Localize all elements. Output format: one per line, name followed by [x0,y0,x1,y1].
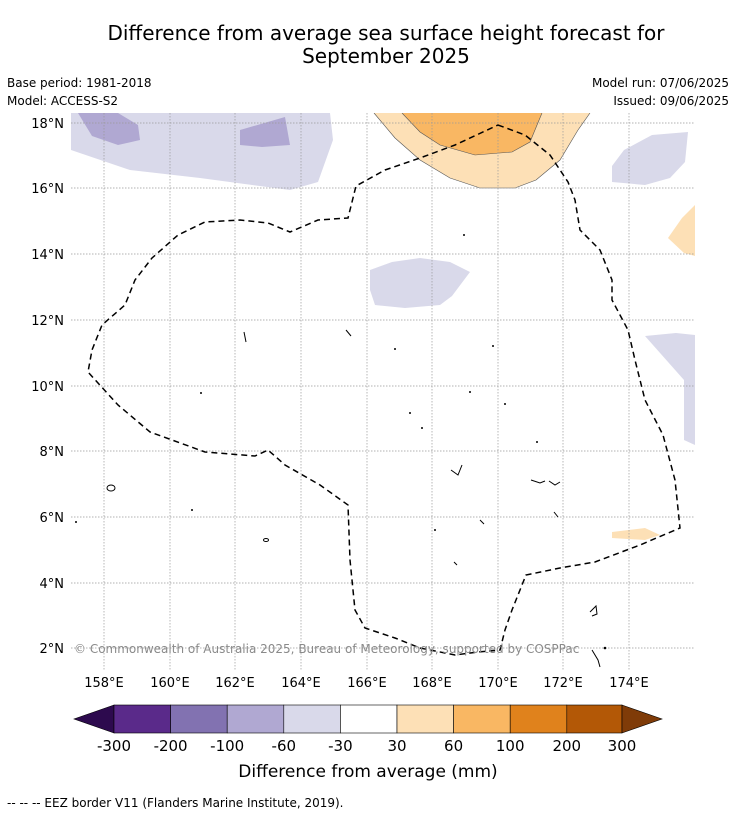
island-dot-3 [492,345,494,347]
map-title: Difference from average sea surface heig… [60,22,712,68]
lon-label-172: 172°E [543,676,583,691]
island-dot-6 [504,403,506,405]
island-l [453,561,458,566]
colorbar-seg-7 [453,704,511,734]
colorbar-seg-4 [283,704,341,734]
colorbar-seg-8 [509,704,568,734]
lat-label-4: 4°N [40,577,65,592]
lon-labels: 158°E 160°E 162°E 164°E 166°E 168°E 170°… [84,676,649,691]
cb-tick-5: 30 [387,737,406,755]
colorbar-ticks: -300 -200 -100 -60 -30 30 60 100 200 300 [97,737,636,755]
cb-tick-8: 200 [552,737,581,755]
colorbar-extend-high [621,704,663,734]
colorbar-seg-2 [170,704,228,734]
island-dot-2 [394,348,396,350]
island-i [345,329,352,337]
lon-label-168: 168°E [412,676,452,691]
cb-tick-4: -30 [328,737,353,755]
island-d [548,480,561,486]
island-dot-5 [469,391,471,393]
colorbar-segments [73,704,663,734]
island-f [589,604,598,617]
cb-tick-2: -100 [210,737,244,755]
cb-tick-1: -200 [154,737,188,755]
contour-neg-30-60-center [370,258,470,308]
copyright-text: © Commonwealth of Australia 2025, Bureau… [74,642,579,656]
lon-label-162: 162°E [215,676,255,691]
title-line-1: Difference from average sea surface heig… [107,21,665,45]
model-name: Model: ACCESS-S2 [7,94,119,108]
lat-label-8: 8°N [40,445,65,460]
cb-tick-3: -60 [272,737,297,755]
model-run: Model run: 07/06/2025 [591,76,729,90]
island-k [479,519,485,525]
contour-neg-60-100-a [78,113,140,145]
lon-label-158: 158°E [84,676,124,691]
island-dot-4 [200,392,202,394]
island-e [450,464,463,476]
contour-pos-60-100-north [402,113,542,155]
island-j [553,511,559,518]
eez-border [87,124,681,656]
lat-label-6: 6°N [40,511,65,526]
contour-layer [71,113,695,540]
island-dots [75,234,607,650]
island-dot-1 [463,234,465,236]
islands [106,329,601,668]
lat-label-16: 16°N [31,182,64,197]
cb-tick-0: -300 [97,737,131,755]
colorbar-seg-6 [396,704,454,734]
base-period: Base period: 1981-2018 [7,76,152,90]
eez-legend: -- -- -- EEZ border V11 (Flanders Marine… [7,796,344,810]
contour-neg-30-60-east [645,333,695,445]
lat-label-14: 14°N [31,248,64,263]
title-line-2: September 2025 [302,44,470,68]
outline-north-inner [401,113,543,156]
lat-label-2: 2°N [40,642,65,657]
colorbar-seg-1 [113,704,171,734]
island-dot-12 [603,646,607,650]
contour-neg-30-60-ne [612,132,688,185]
map-background [71,113,695,670]
contour-pos-30-60-east [668,205,695,256]
meta-right: Model run: 07/06/2025 Issued: 09/06/2025 [592,74,729,110]
island-a [106,484,116,492]
lon-label-174: 174°E [609,676,649,691]
lon-label-166: 166°E [347,676,387,691]
lon-label-170: 170°E [478,676,518,691]
cb-tick-6: 60 [444,737,463,755]
colorbar-extend-low [73,704,115,734]
island-dot-10 [191,509,193,511]
lat-label-10: 10°N [31,380,64,395]
island-g [591,649,601,668]
cb-tick-7: 100 [496,737,525,755]
island-c [530,479,546,484]
colorbar-seg-5 [340,704,398,734]
island-h [243,331,247,343]
cb-tick-9: 300 [608,737,637,755]
island-dot-8 [421,427,423,429]
issued-date: Issued: 09/06/2025 [613,94,729,108]
meta-left: Base period: 1981-2018 Model: ACCESS-S2 [7,74,152,110]
lat-label-12: 12°N [31,314,64,329]
colorbar: -300 -200 -100 -60 -30 30 60 100 200 300 [73,704,663,755]
island-b [263,538,269,542]
island-dot-11 [434,529,436,531]
island-dot-7 [409,412,411,414]
lat-labels: 18°N 16°N 14°N 12°N 10°N 8°N 6°N 4°N 2°N [31,117,64,657]
colorbar-seg-9 [566,704,623,734]
colorbar-seg-3 [226,704,285,734]
contour-neg-60-100-b [240,117,290,147]
lon-label-160: 160°E [150,676,190,691]
lat-label-18: 18°N [31,117,64,132]
map-panel: 18°N 16°N 14°N 12°N 10°N 8°N 6°N 4°N 2°N… [31,113,695,691]
lon-label-164: 164°E [281,676,321,691]
graticule [71,113,695,670]
island-dot-9 [536,441,538,443]
colorbar-title: Difference from average (mm) [238,762,498,782]
island-dot-13 [75,521,77,523]
contour-pos-30-60-south [612,528,660,540]
